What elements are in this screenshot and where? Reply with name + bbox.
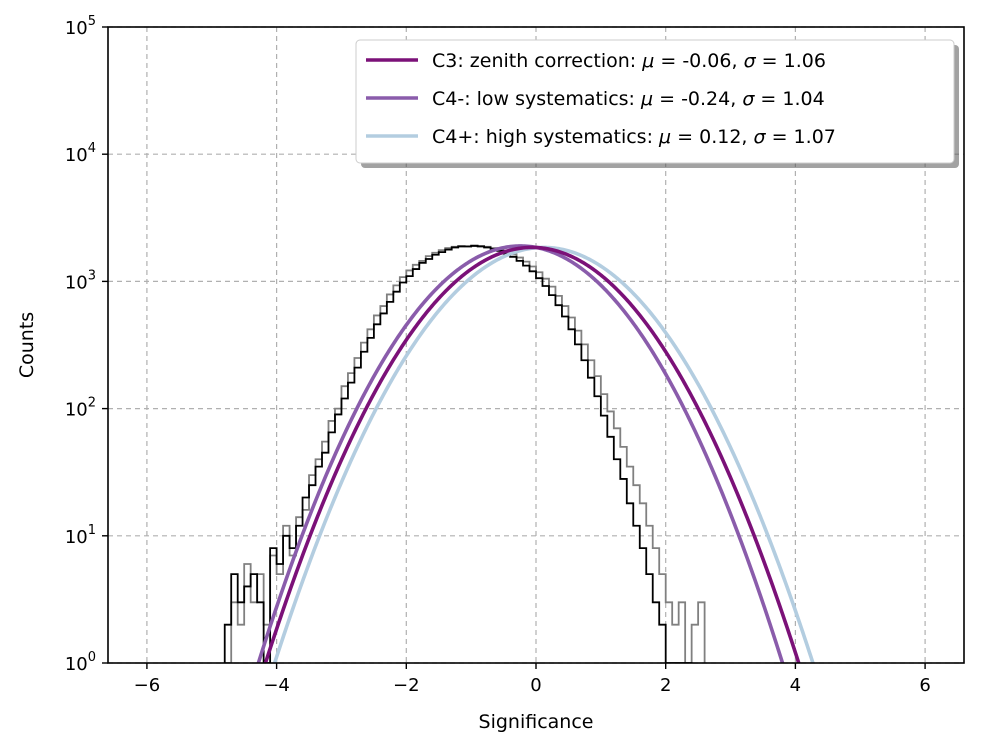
histogram-layer (223, 244, 706, 663)
plot-area (223, 244, 815, 663)
legend-box (355, 39, 955, 164)
x-tick-label: −4 (263, 675, 290, 696)
x-tick-label: 4 (790, 675, 801, 696)
legend-label-c3: C3: zenith correction: μ = -0.06, σ = 1.… (432, 50, 826, 72)
x-axis-title: Significance (479, 711, 594, 733)
x-tick-label: 2 (660, 675, 671, 696)
legend-label-c4+: C4+: high systematics: μ = 0.12, σ = 1.0… (432, 126, 836, 148)
x-tick-label: −2 (393, 675, 420, 696)
legend-label-c4-: C4-: low systematics: μ = -0.24, σ = 1.0… (432, 88, 825, 110)
x-axis: −6 −4 −2 0 2 4 6 (134, 663, 931, 696)
legend: C3: zenith correction: μ = -0.06, σ = 1.… (355, 39, 959, 168)
fit-curve-c3 (263, 245, 801, 663)
histogram-c3-data (223, 245, 693, 663)
x-tick-label: −6 (134, 675, 161, 696)
fit-curve-layer (256, 244, 815, 663)
y-axis-title: Counts (16, 312, 38, 378)
x-tick-label: 6 (919, 675, 930, 696)
x-tick-label: 0 (530, 675, 541, 696)
